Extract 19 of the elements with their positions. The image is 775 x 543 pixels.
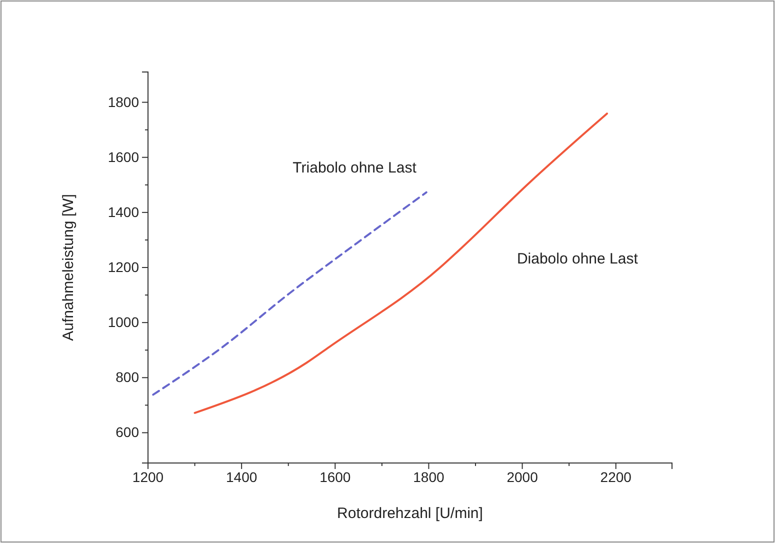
- y-tick-label: 1800: [108, 94, 140, 110]
- x-tick-label: 1600: [320, 468, 351, 485]
- x-tick-label: 1800: [413, 468, 444, 485]
- text: Diabolo ohne Last: [516, 250, 639, 268]
- y-tick-label: 600: [116, 424, 140, 440]
- y-tick-label: 1000: [108, 314, 140, 330]
- x-tick-label: 1400: [226, 468, 258, 485]
- x-axis-title: Rotordrehzahl [U/min]: [337, 505, 483, 522]
- x-tick-label: 2000: [506, 468, 538, 485]
- y-tick-label: 800: [116, 369, 140, 386]
- y-tick-label: 1200: [108, 258, 140, 275]
- x-tick-label: 1200: [132, 468, 164, 485]
- x-tick-label: 2200: [600, 468, 632, 485]
- y-tick-label: 1600: [108, 148, 140, 165]
- series-label: Triabolo ohne Last: [292, 159, 418, 176]
- line-series: [152, 191, 428, 396]
- y-tick-label: 1400: [108, 204, 140, 220]
- y-axis-title: Aufnahmeleistung [W]: [60, 194, 77, 341]
- line-series: [194, 112, 608, 414]
